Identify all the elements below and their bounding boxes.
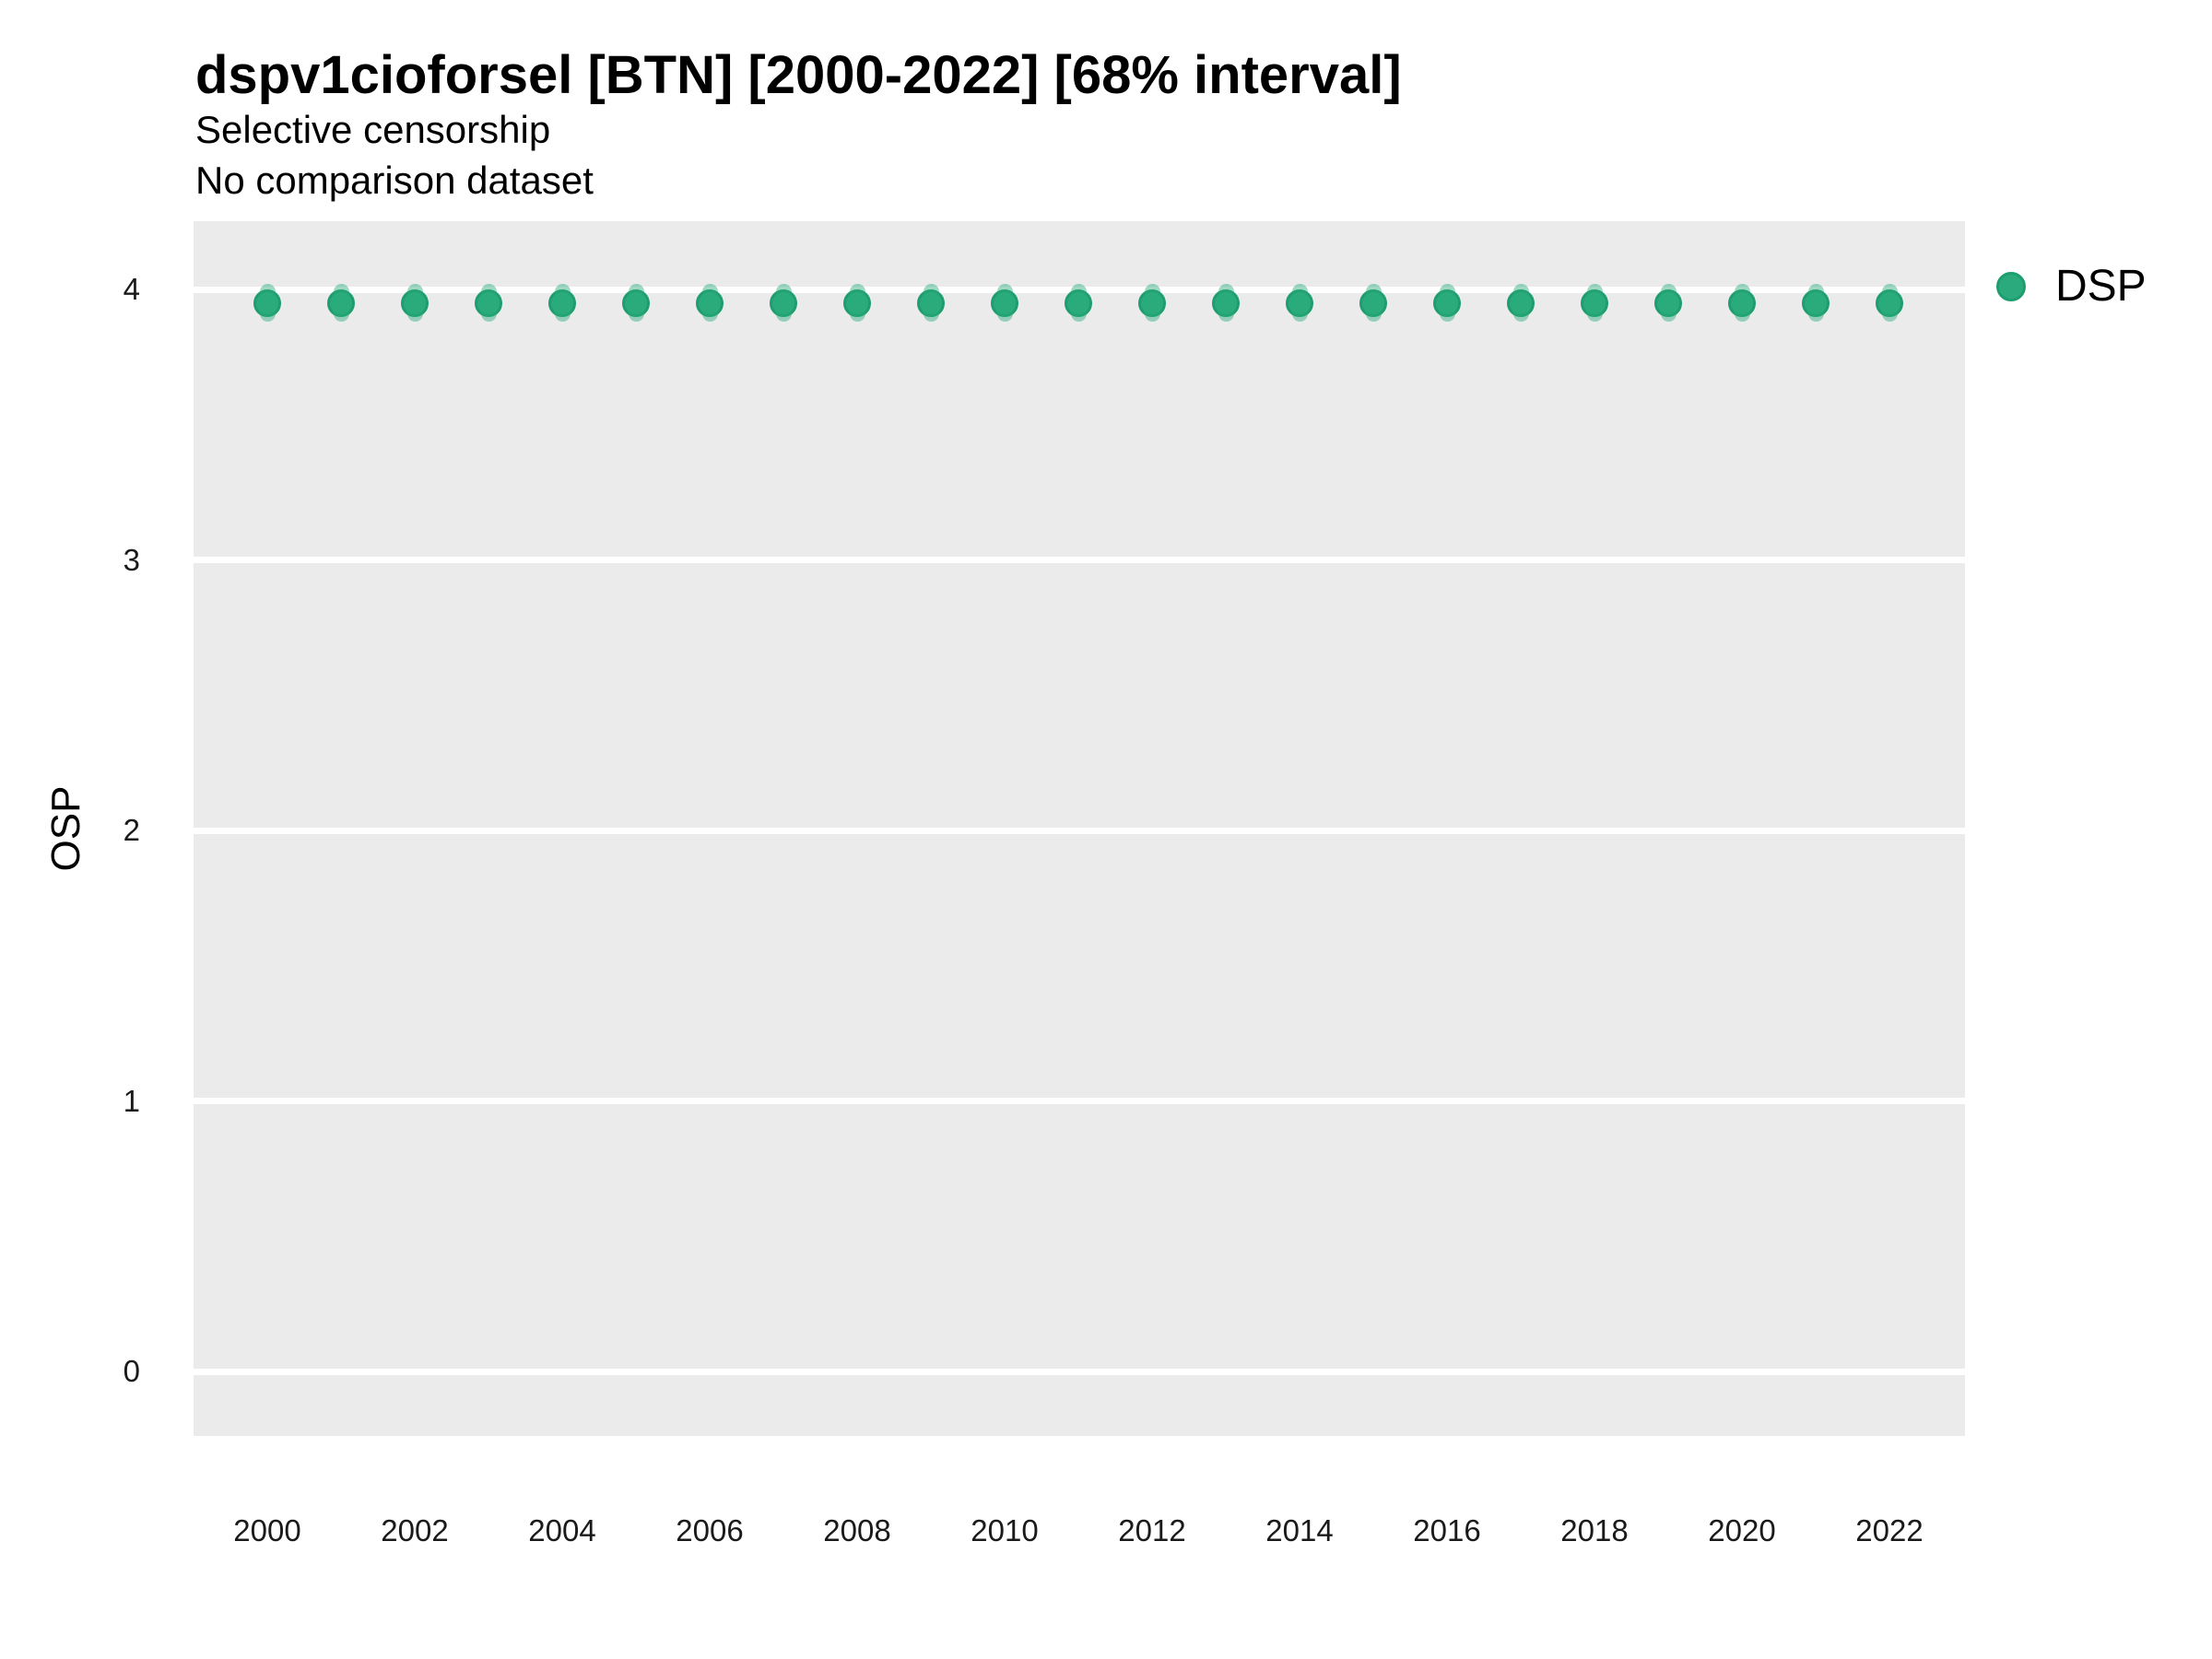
interval-bar-dsp-2008 xyxy=(849,284,865,323)
x-tick-label-2012: 2012 xyxy=(1118,1513,1186,1547)
interval-bar-dsp-2018 xyxy=(1586,284,1603,323)
data-point-dsp-2002 xyxy=(401,288,429,317)
legend-marker-dsp-icon xyxy=(1996,271,2026,301)
x-tick-label-2008: 2008 xyxy=(823,1513,891,1547)
data-point-dsp-2004 xyxy=(548,288,576,317)
interval-bar-dsp-2004 xyxy=(554,284,571,323)
gridline-y-1 xyxy=(194,1098,1965,1104)
data-point-dsp-2011 xyxy=(1065,288,1092,317)
data-point-dsp-2006 xyxy=(696,288,724,317)
data-point-dsp-2015 xyxy=(1359,288,1387,317)
x-tick-label-2006: 2006 xyxy=(676,1513,744,1547)
interval-bar-dsp-2007 xyxy=(775,284,792,323)
data-point-dsp-2013 xyxy=(1212,288,1240,317)
y-tick-label-1: 1 xyxy=(123,1083,140,1118)
interval-bar-dsp-2000 xyxy=(259,284,276,323)
data-point-dsp-2022 xyxy=(1876,288,1903,317)
data-point-dsp-2016 xyxy=(1433,288,1461,317)
legend: DSP xyxy=(1996,261,2147,312)
interval-bar-dsp-2016 xyxy=(1439,284,1455,323)
interval-bar-dsp-2021 xyxy=(1807,284,1824,323)
x-tick-label-2004: 2004 xyxy=(528,1513,596,1547)
interval-bar-dsp-2003 xyxy=(480,284,497,323)
interval-bar-dsp-2014 xyxy=(1291,284,1308,323)
data-point-dsp-2008 xyxy=(843,288,871,317)
interval-bar-dsp-2017 xyxy=(1512,284,1529,323)
chart-subtitle-line2: No comparison dataset xyxy=(195,159,594,202)
interval-bar-dsp-2002 xyxy=(406,284,423,323)
interval-bar-dsp-2022 xyxy=(1881,284,1898,323)
y-tick-label-3: 3 xyxy=(123,542,140,577)
x-tick-label-2022: 2022 xyxy=(1855,1513,1924,1547)
y-tick-label-4: 4 xyxy=(123,272,140,306)
data-point-dsp-2003 xyxy=(475,288,502,317)
interval-bar-dsp-2020 xyxy=(1734,284,1750,323)
interval-bar-dsp-2005 xyxy=(628,284,644,323)
data-point-dsp-2001 xyxy=(327,288,355,317)
data-point-dsp-2018 xyxy=(1581,288,1608,317)
interval-bar-dsp-2010 xyxy=(996,284,1013,323)
gridline-y-2 xyxy=(194,827,1965,834)
x-tick-label-2010: 2010 xyxy=(971,1513,1039,1547)
gridline-y-0 xyxy=(194,1368,1965,1375)
data-point-dsp-2000 xyxy=(253,288,281,317)
interval-bar-dsp-2015 xyxy=(1365,284,1382,323)
data-point-dsp-2012 xyxy=(1138,288,1166,317)
x-tick-label-2018: 2018 xyxy=(1560,1513,1629,1547)
data-point-dsp-2020 xyxy=(1728,288,1756,317)
interval-bar-dsp-2006 xyxy=(701,284,718,323)
interval-bar-dsp-2009 xyxy=(923,284,939,323)
data-point-dsp-2009 xyxy=(917,288,945,317)
data-point-dsp-2010 xyxy=(991,288,1018,317)
data-point-dsp-2007 xyxy=(770,288,797,317)
interval-bar-dsp-2001 xyxy=(333,284,349,323)
interval-bar-dsp-2012 xyxy=(1144,284,1160,323)
data-point-dsp-2005 xyxy=(622,288,650,317)
x-tick-label-2020: 2020 xyxy=(1708,1513,1776,1547)
chart-title: dspv1cioforsel [BTN] [2000-2022] [68% in… xyxy=(195,45,1402,105)
gridline-y-3 xyxy=(194,557,1965,563)
data-point-dsp-2017 xyxy=(1507,288,1535,317)
interval-bar-dsp-2019 xyxy=(1660,284,1677,323)
interval-bar-dsp-2011 xyxy=(1070,284,1087,323)
y-tick-label-0: 0 xyxy=(123,1354,140,1388)
y-tick-label-2: 2 xyxy=(123,813,140,847)
x-tick-label-2014: 2014 xyxy=(1265,1513,1334,1547)
data-point-dsp-2021 xyxy=(1802,288,1830,317)
x-tick-label-2002: 2002 xyxy=(381,1513,449,1547)
data-point-dsp-2019 xyxy=(1654,288,1682,317)
plot-panel xyxy=(194,221,1965,1436)
chart-subtitle-line1: Selective censorship xyxy=(195,108,551,151)
legend-label-dsp: DSP xyxy=(2055,262,2147,311)
interval-bar-dsp-2013 xyxy=(1218,284,1234,323)
x-tick-label-2000: 2000 xyxy=(233,1513,301,1547)
y-axis-title: OSP xyxy=(43,785,88,872)
x-tick-label-2016: 2016 xyxy=(1413,1513,1481,1547)
data-point-dsp-2014 xyxy=(1286,288,1313,317)
